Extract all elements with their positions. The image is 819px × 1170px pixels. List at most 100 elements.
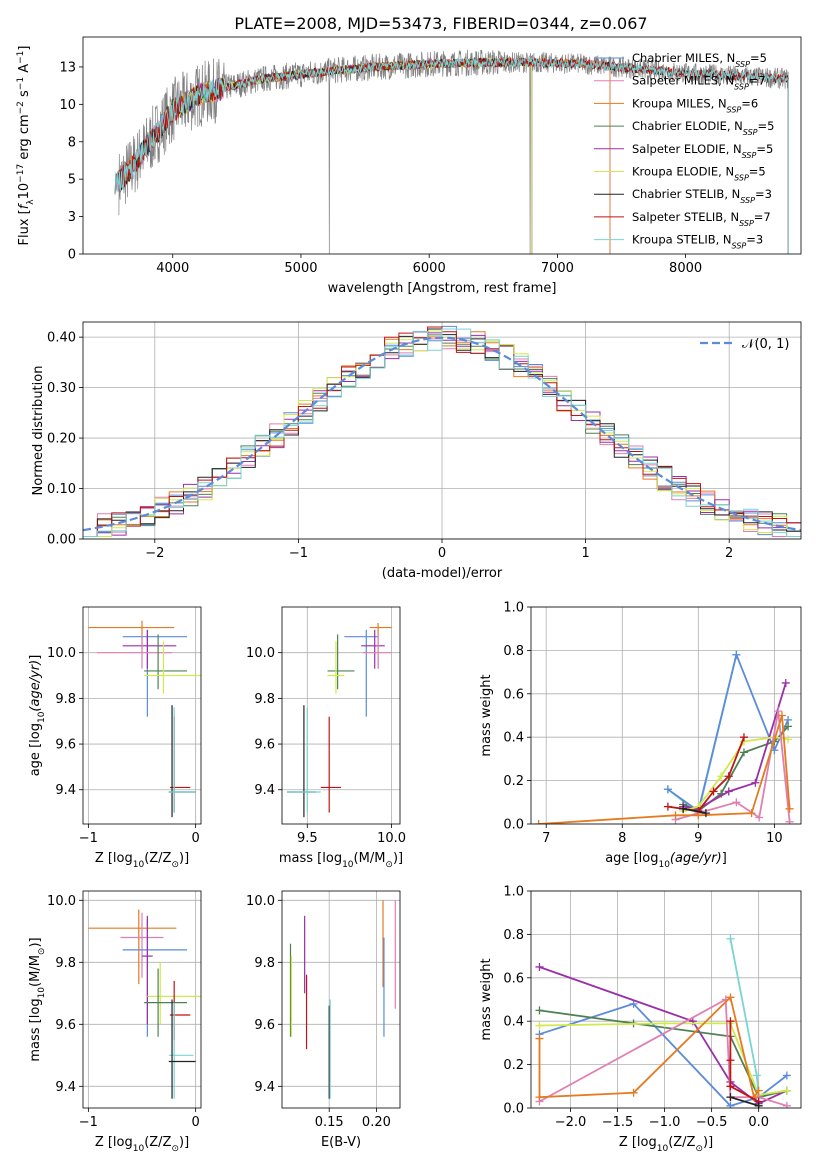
x-tick-label: 10.0 (377, 831, 406, 846)
series-marker (782, 1101, 791, 1108)
y-tick-label: 9.8 (55, 692, 76, 707)
label-part: age [log (605, 851, 658, 866)
label-part: (M/M (28, 955, 43, 987)
label-part: SSP (742, 150, 757, 159)
y-tick-label: 9.8 (254, 692, 275, 707)
y-tick-label: 13 (59, 60, 76, 75)
series-marker (679, 804, 688, 813)
label-part: Flux [ (17, 209, 32, 245)
x-tick-label: −1 (79, 831, 98, 846)
y-tick-label: 9.8 (254, 956, 275, 971)
legend-entry: Kroupa ELODIE, NSSP=5 (632, 165, 766, 183)
x-axis-label: (data-model)/error (382, 566, 503, 581)
age-vs-metallicity-panel: −1 09.49.69.810.0Z [log10(Z/Z⊙)]age [log1… (28, 606, 202, 870)
label-part: ⊙ (385, 860, 393, 870)
label-part: mass [log (28, 998, 43, 1061)
legend-entry: Kroupa STELIB, NSSP=3 (632, 233, 763, 251)
series-marker (671, 811, 680, 820)
errorbar-salpeter-miles (362, 634, 392, 669)
label-part: (age/yr) (670, 851, 722, 866)
errorbar-kroupa-stelib (168, 1002, 194, 1099)
series-marker (663, 802, 672, 811)
x-tick-label: −1.0 (649, 1115, 681, 1130)
x-axis-label: Z [log10(Z/Z⊙)] (95, 851, 189, 870)
series-marker (726, 993, 735, 1002)
figure-title: PLATE=2008, MJD=53473, FIBERID=0344, z=0… (234, 14, 647, 33)
y-tick-label: 0.20 (47, 432, 76, 447)
y-tick-label: 0.4 (503, 731, 524, 746)
series-chabrier-miles (663, 650, 793, 815)
errorbar-salpeter-miles (96, 634, 173, 669)
mass-weight-vs-metallicity-panel: −2.0 −1.5 −1.0 −0.5 0.0 0.0 0.2 0.4 0.6 0.8 1.0 Z [… (479, 885, 802, 1154)
series-marker (732, 798, 741, 807)
age-vs-mass-panel: 9.5 10.0 9.4 9.6 9.8 10.0 mass [log10(M/M⊙)] (246, 606, 406, 870)
y-tick-label: 8 (68, 135, 76, 150)
series-marker (754, 1101, 763, 1108)
axes-frame (281, 890, 401, 1109)
x-tick-label: 9 (694, 831, 702, 846)
x-tick-label: 0.20 (362, 1115, 391, 1130)
label-part: )] (179, 1135, 189, 1150)
y-tick-label: 0.40 (47, 331, 76, 346)
series-marker (629, 1088, 638, 1097)
label-part: 10 (657, 1144, 669, 1154)
series-marker (732, 650, 741, 659)
y-tick-label: 9.6 (254, 738, 275, 753)
errorbar-kroupa-elodie (327, 641, 345, 694)
label-part: 10 (37, 711, 47, 723)
label-part: λ (26, 199, 36, 205)
label-part: (Z/Z (144, 851, 171, 866)
x-tick-label: 8000 (669, 261, 702, 276)
errorbar-salpeter-elodie (142, 915, 153, 1025)
axes-frame (530, 606, 802, 825)
y-tick-label: 9.4 (254, 1080, 275, 1095)
x-axis-label: wavelength [Angstrom, rest frame] (328, 281, 557, 296)
label-part: (Z/Z (144, 1135, 171, 1150)
label-part: (age/yr) (28, 660, 43, 712)
series-line (682, 807, 707, 814)
label-part: −1 (16, 51, 26, 64)
errorbar-kroupa-elodie (144, 641, 201, 694)
label-part: Z [log (619, 1135, 657, 1150)
x-tick-label: −1.5 (602, 1115, 634, 1130)
y-tick-label: 0.2 (503, 1058, 524, 1073)
series-kroupa-miles (535, 993, 763, 1102)
y-tick-label: 9.6 (55, 1018, 76, 1033)
y-tick-label: 0.4 (503, 1015, 524, 1030)
label-part: =7 (754, 210, 771, 224)
x-axis-label: Z [log10(Z/Z⊙)] (95, 1135, 189, 1154)
plot-area (287, 622, 392, 818)
errorbar-chabrier-miles (344, 629, 379, 717)
label-part: ⊙ (171, 860, 179, 870)
series-marker (785, 817, 794, 824)
x-tick-label: 0 (438, 546, 446, 561)
x-tick-label: 0 (191, 1115, 199, 1130)
label-part: =3 (755, 187, 772, 201)
label-part: age [log (28, 723, 43, 776)
x-tick-label: 2 (725, 546, 733, 561)
y-tick-label: 10.0 (246, 894, 275, 909)
label-part: Salpeter ELODIE, N (632, 142, 742, 156)
plot-area (535, 934, 791, 1108)
label-part: SSP (743, 128, 758, 137)
y-tick-label: 1.0 (503, 601, 524, 616)
label-part: SSP (740, 196, 755, 205)
errorbar-salpeter-elodie (122, 629, 177, 669)
label-part: 10 (37, 987, 47, 999)
y-tick-label: 0.8 (503, 644, 524, 659)
plot-area (289, 900, 396, 1099)
x-tick-label: 7000 (541, 261, 574, 276)
label-part: A (17, 64, 32, 77)
series-line (538, 995, 760, 1100)
label-part: Chabrier STELIB, N (632, 187, 740, 201)
x-tick-label: 0.0 (748, 1115, 769, 1130)
x-tick-label: 0 (191, 831, 199, 846)
label-part: 10 (133, 860, 145, 870)
y-axis-label: Normed distribution (31, 366, 46, 496)
series-marker (755, 813, 764, 822)
model-spectrum-salpeter-stelib (114, 56, 789, 254)
plot-area (114, 49, 789, 254)
model-spectrum-chabrier-stelib (114, 56, 789, 254)
y-tick-label: 0.8 (503, 928, 524, 943)
